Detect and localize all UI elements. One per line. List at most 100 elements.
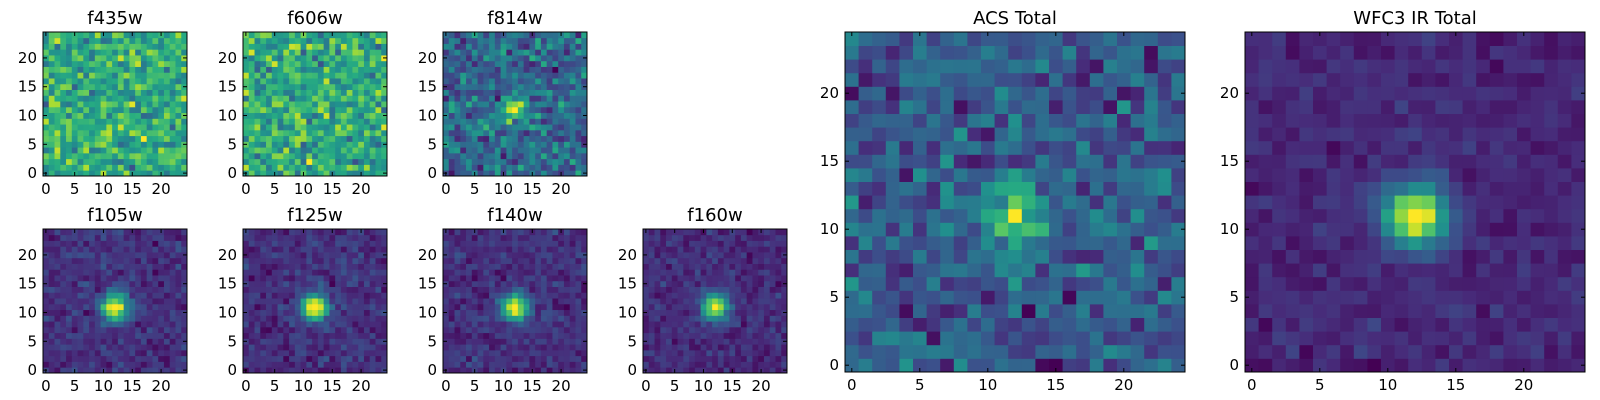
heatmap-cell bbox=[289, 240, 296, 247]
heatmap-cell bbox=[752, 309, 759, 316]
heatmap-cell bbox=[43, 321, 50, 328]
heatmap-cell bbox=[312, 286, 319, 293]
heatmap-cell bbox=[248, 49, 255, 56]
heatmap-cell bbox=[558, 321, 565, 328]
heatmap-cell bbox=[471, 152, 478, 160]
heatmap-cell bbox=[471, 240, 478, 247]
heatmap-cell bbox=[283, 229, 290, 236]
heatmap-cell bbox=[1021, 236, 1036, 250]
heatmap-cell bbox=[266, 303, 273, 311]
heatmap-cell bbox=[317, 326, 325, 334]
heatmap-cell bbox=[300, 60, 307, 67]
heatmap-cell bbox=[71, 263, 78, 270]
heatmap-cell bbox=[335, 89, 342, 96]
heatmap-cell bbox=[294, 332, 301, 339]
heatmap-cell bbox=[260, 292, 267, 299]
heatmap-cell bbox=[335, 344, 342, 351]
heatmap-cell bbox=[54, 164, 61, 171]
heatmap-cell bbox=[489, 332, 496, 339]
heatmap-cell bbox=[500, 83, 507, 90]
heatmap-cell bbox=[471, 349, 478, 357]
y-tick-label: 0 bbox=[627, 361, 637, 379]
heatmap-cell bbox=[248, 112, 255, 119]
heatmap-cell bbox=[454, 32, 461, 39]
heatmap-cell bbox=[1076, 358, 1091, 373]
heatmap-cell bbox=[460, 78, 467, 85]
heatmap-cell bbox=[112, 101, 119, 108]
heatmap-cell bbox=[529, 361, 536, 368]
heatmap-cell bbox=[689, 263, 696, 270]
heatmap-cell bbox=[283, 257, 290, 264]
heatmap-cell bbox=[540, 280, 548, 287]
heatmap-cell bbox=[563, 158, 571, 165]
heatmap-cell bbox=[643, 349, 650, 357]
heatmap-cell bbox=[83, 164, 90, 171]
heatmap-cell bbox=[71, 135, 78, 142]
heatmap-cell bbox=[752, 292, 759, 299]
heatmap-cell bbox=[523, 298, 530, 305]
heatmap-cell bbox=[717, 361, 725, 368]
heatmap-cell bbox=[163, 361, 171, 368]
heatmap-cell bbox=[845, 304, 859, 318]
heatmap-cell bbox=[117, 164, 125, 171]
heatmap-cell bbox=[729, 332, 736, 339]
heatmap-cell bbox=[872, 331, 887, 346]
heatmap-cell bbox=[77, 135, 84, 142]
heatmap-cell bbox=[277, 152, 284, 160]
heatmap-cell bbox=[129, 83, 136, 90]
heatmap-cell bbox=[277, 55, 284, 62]
heatmap-cell bbox=[329, 298, 336, 305]
heatmap-cell bbox=[346, 344, 353, 351]
heatmap-cell bbox=[523, 355, 530, 362]
heatmap-cell bbox=[271, 135, 278, 142]
heatmap-cell bbox=[312, 170, 319, 177]
heatmap-cell bbox=[563, 286, 571, 293]
heatmap-cell bbox=[329, 72, 336, 79]
heatmap-cell bbox=[254, 315, 261, 322]
heatmap-cell bbox=[712, 303, 719, 311]
heatmap-cell bbox=[77, 78, 84, 85]
x-tick-label: 20 bbox=[352, 180, 371, 198]
heatmap-cell bbox=[706, 309, 713, 316]
heatmap-cell bbox=[277, 129, 284, 137]
heatmap-cell bbox=[489, 298, 496, 305]
heatmap-cell bbox=[146, 164, 153, 171]
heatmap-cell bbox=[277, 164, 284, 171]
heatmap-cell bbox=[129, 280, 136, 287]
heatmap-cell bbox=[648, 257, 655, 264]
heatmap-cell bbox=[329, 332, 336, 339]
heatmap-cell bbox=[254, 106, 261, 114]
heatmap-cell bbox=[140, 66, 148, 73]
heatmap-cell bbox=[746, 234, 753, 241]
heatmap-cell bbox=[375, 170, 382, 177]
heatmap-cell bbox=[460, 240, 467, 247]
heatmap-cell bbox=[94, 89, 101, 96]
heatmap-cell bbox=[746, 298, 753, 305]
heatmap-cell bbox=[1035, 331, 1050, 346]
heatmap-cell bbox=[266, 49, 273, 56]
heatmap-cell bbox=[569, 72, 576, 79]
heatmap-cell bbox=[158, 326, 165, 334]
heatmap-cell bbox=[158, 112, 165, 119]
heatmap-cell bbox=[106, 257, 113, 264]
heatmap-cell bbox=[271, 349, 278, 357]
heatmap-cell bbox=[483, 326, 490, 334]
y-tick-label: 10 bbox=[418, 304, 437, 322]
heatmap-cell bbox=[381, 37, 388, 44]
heatmap-cell bbox=[43, 129, 50, 137]
heatmap-cell bbox=[712, 280, 719, 287]
heatmap-cell bbox=[117, 32, 125, 39]
heatmap-cell bbox=[48, 60, 55, 67]
heatmap-cell bbox=[477, 332, 484, 339]
heatmap-cell bbox=[1089, 236, 1104, 250]
heatmap-cell bbox=[89, 355, 96, 362]
heatmap-cell bbox=[271, 72, 278, 79]
heatmap-cell bbox=[375, 152, 382, 160]
heatmap-cell bbox=[575, 106, 582, 114]
heatmap-cell bbox=[506, 37, 513, 44]
heatmap-cell bbox=[77, 83, 84, 90]
heatmap-cell bbox=[540, 257, 548, 264]
heatmap-cell bbox=[381, 321, 388, 328]
heatmap-cell bbox=[706, 280, 713, 287]
heatmap-cell bbox=[506, 292, 513, 299]
